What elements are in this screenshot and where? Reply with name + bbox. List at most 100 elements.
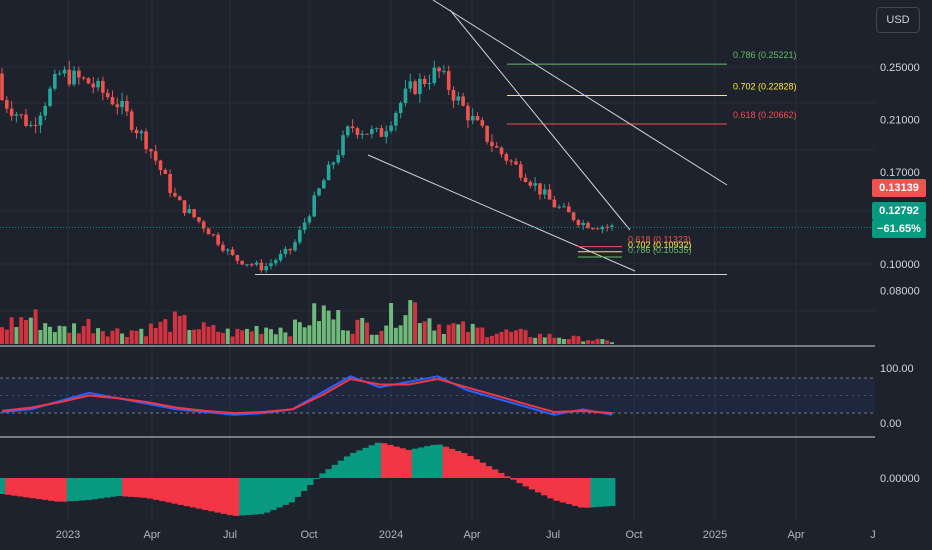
- fib-level-label: 0.618 (0.20662): [733, 110, 797, 120]
- volume-bar: [605, 340, 610, 344]
- volume-bar: [177, 315, 182, 344]
- histogram-bar: [479, 462, 486, 478]
- histogram-bar: [239, 478, 246, 516]
- candle-body: [293, 242, 297, 251]
- histogram-bar: [571, 478, 579, 506]
- time-axis[interactable]: 2023 Apr Jul Oct 2024 Apr Jul Oct 2025 Apr J: [56, 529, 876, 541]
- candle-body: [509, 160, 513, 162]
- volume-bar: [576, 336, 581, 344]
- volume-bar: [451, 323, 456, 344]
- volume-bar: [331, 319, 336, 344]
- fib-levels-lower: 0.618 (0.11323)0.702 (0.10932)0.786 (0.1…: [578, 235, 692, 258]
- volume-bar: [610, 342, 614, 344]
- histogram-bar: [325, 469, 332, 478]
- candle-body: [523, 177, 528, 182]
- candle-body: [19, 114, 24, 116]
- volume-bar: [57, 325, 62, 344]
- volume-bar: [244, 328, 249, 344]
- histogram-bar: [596, 478, 604, 507]
- histogram-bar: [257, 478, 265, 515]
- volume-bar: [182, 314, 187, 344]
- histogram-bar: [202, 478, 209, 510]
- currency-button[interactable]: USD: [876, 7, 920, 33]
- histogram-bar: [72, 478, 80, 501]
- candle-body: [240, 260, 244, 265]
- volume-bar: [124, 336, 129, 344]
- histogram-bar: [60, 478, 67, 502]
- candle-body: [144, 131, 148, 150]
- time-tick-label: Jul: [546, 529, 560, 541]
- candle-body: [33, 124, 38, 126]
- volume-bar: [268, 329, 273, 344]
- volume-bar: [360, 317, 365, 344]
- histogram-bar: [350, 452, 357, 478]
- candle-body: [129, 111, 134, 130]
- volume-bar: [211, 324, 216, 344]
- volume-bar: [312, 303, 317, 344]
- volume-bar: [542, 337, 547, 344]
- stoch-d-line: [1, 378, 613, 415]
- candle-body: [470, 116, 475, 121]
- grid-lines: [0, 0, 875, 520]
- candle-body: [125, 101, 129, 112]
- histogram-bar: [0, 478, 6, 494]
- candle-body: [322, 180, 326, 189]
- volume-bar: [494, 333, 499, 344]
- volume-bar: [33, 309, 38, 344]
- candle-body: [595, 228, 600, 230]
- volume-bar: [172, 311, 177, 344]
- histogram-bar: [522, 478, 530, 487]
- histogram-bar: [79, 478, 86, 501]
- candle-body: [398, 103, 403, 113]
- candle-body: [53, 73, 57, 89]
- candle-body: [490, 141, 494, 146]
- histogram-bar: [300, 478, 308, 491]
- candle-body: [307, 216, 312, 223]
- candle-body: [422, 78, 427, 85]
- candle-body: [370, 129, 374, 134]
- time-tick-label: 2025: [703, 529, 727, 541]
- candle-body: [173, 192, 177, 197]
- histogram-bar: [578, 478, 585, 508]
- volume-bar: [259, 333, 264, 344]
- candle-body: [168, 173, 172, 193]
- volume-bar: [144, 336, 149, 344]
- histogram-bar: [91, 478, 98, 500]
- time-tick-label: 2024: [379, 529, 403, 541]
- candle-body: [91, 83, 96, 88]
- volume-bar: [206, 326, 211, 344]
- histogram-bar: [220, 478, 228, 514]
- candle-body: [48, 88, 52, 106]
- candle-body: [571, 212, 576, 221]
- volume-bar: [446, 324, 451, 344]
- candle-body: [557, 206, 561, 208]
- histogram-bar: [491, 469, 499, 478]
- candle-body: [408, 81, 413, 89]
- candle-body: [461, 96, 465, 106]
- candlestick-series: [0, 60, 875, 273]
- histogram-bar: [288, 478, 295, 503]
- candle-body: [5, 100, 9, 109]
- volume-bar: [336, 310, 341, 344]
- histogram-bar: [368, 445, 376, 478]
- volume-bar: [216, 331, 221, 344]
- volume-bar: [321, 305, 326, 344]
- histogram-bar: [528, 478, 536, 490]
- volume-bar: [571, 335, 576, 344]
- candle-body: [230, 249, 235, 255]
- histogram-bar: [171, 478, 178, 504]
- candle-body: [451, 89, 456, 101]
- candle-body: [442, 71, 446, 73]
- histogram-bar: [251, 478, 259, 515]
- volume-bar: [187, 330, 192, 344]
- histogram-bar: [208, 478, 215, 512]
- candle-body: [432, 67, 437, 84]
- candle-body: [96, 80, 100, 88]
- price-axis[interactable]: 0.25000 0.21000 0.17000 0.10000 0.08000: [880, 62, 920, 297]
- candle-body: [283, 248, 288, 254]
- volume-bar: [264, 327, 269, 344]
- histogram-bar: [233, 478, 240, 516]
- volume-bar: [24, 319, 29, 344]
- candle-body: [466, 105, 470, 121]
